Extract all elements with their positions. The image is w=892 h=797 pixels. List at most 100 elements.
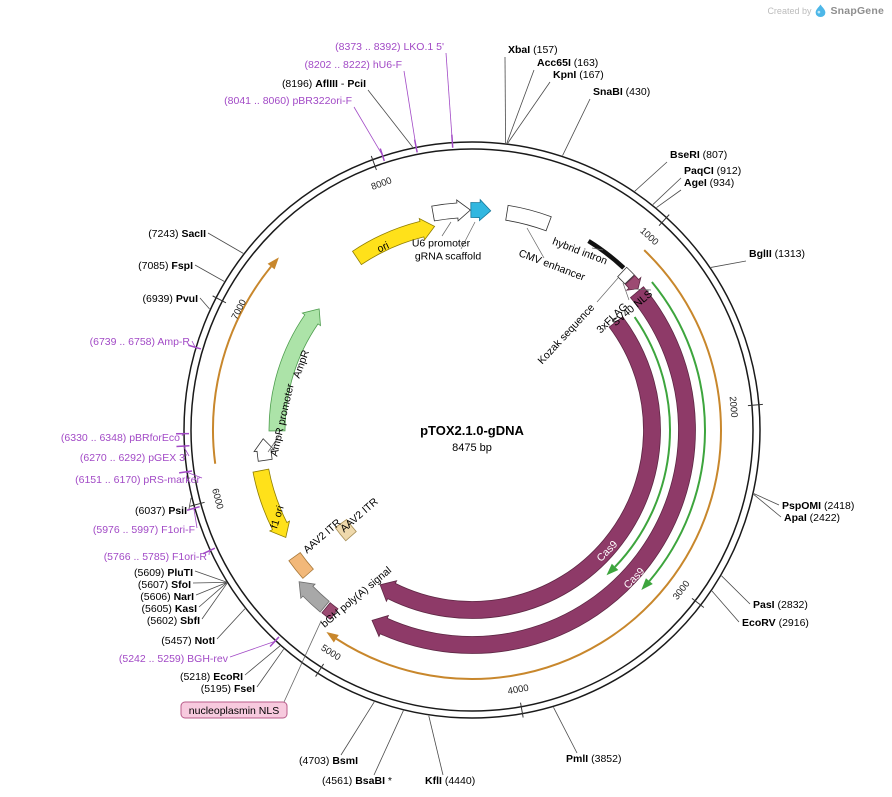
site-leader-pvui xyxy=(199,297,210,310)
site-label-agei[interactable]: AgeI (934) xyxy=(684,177,734,189)
site-label-pluti[interactable]: (5609) PluTI xyxy=(134,567,193,579)
site-label-f1ori-r[interactable]: (5766 .. 5785) F1ori-R xyxy=(104,551,208,563)
site-leader-noti xyxy=(216,608,246,640)
site-label-sacii[interactable]: (7243) SacII xyxy=(148,228,206,240)
site-leader-pspomi xyxy=(753,493,780,506)
feature-orf-orange-left[interactable] xyxy=(212,265,272,464)
primer-tick-6160[interactable] xyxy=(179,470,193,474)
feature-label-ori[interactable]: ori xyxy=(375,240,391,256)
site-label-amp-r[interactable]: (6739 .. 6758) Amp-R xyxy=(90,336,191,348)
site-leader-ecori xyxy=(244,645,281,676)
site-leader-fspi xyxy=(194,264,225,282)
site-label-pbr322ori-f[interactable]: (8041 .. 8060) pBR322ori-F xyxy=(224,95,352,107)
site-label-bsabi[interactable]: (4561) BsaBI * xyxy=(322,775,392,787)
feature-u6-promoter[interactable] xyxy=(431,199,472,222)
primer-tick-5986[interactable] xyxy=(186,505,200,511)
site-label-pspomi[interactable]: PspOMI (2418) xyxy=(782,500,854,512)
feature-flag-3x[interactable] xyxy=(617,266,635,285)
feature-hybrid-intron[interactable] xyxy=(587,239,626,270)
site-label-f1ori-f[interactable]: (5976 .. 5997) F1ori-F xyxy=(93,524,195,536)
scale-tick-1000 xyxy=(658,214,670,227)
feature-ori[interactable] xyxy=(351,217,436,266)
feature-label-kozak-sequence[interactable]: Kozak sequence xyxy=(536,302,598,367)
scale-label-2000: 2000 xyxy=(727,396,740,418)
site-label-pvui[interactable]: (6939) PvuI xyxy=(143,293,199,305)
site-label-snabi[interactable]: SnaBI (430) xyxy=(593,86,650,98)
site-label-kfli[interactable]: KflI (4440) xyxy=(425,775,475,787)
site-label-pbrforeco[interactable]: (6330 .. 6348) pBRforEco xyxy=(61,432,180,444)
primer-tick-5775[interactable] xyxy=(202,547,216,555)
plasmid-length: 8475 bp xyxy=(452,442,492,454)
site-label-noti[interactable]: (5457) NotI xyxy=(161,635,215,647)
feature-label-leader-3 xyxy=(591,247,604,251)
site-leader-apai xyxy=(753,494,782,518)
feature-label-leader-1 xyxy=(460,221,476,250)
watermark-created-by: Created by xyxy=(767,5,812,16)
site-label-fsei[interactable]: (5195) FseI xyxy=(201,683,255,695)
site-label-hu6-f[interactable]: (8202 .. 8222) hU6-F xyxy=(305,59,402,71)
site-label-ecorv[interactable]: EcoRV (2916) xyxy=(742,617,809,629)
site-leader-kfli xyxy=(428,715,444,776)
site-label-nari[interactable]: (5606) NarI xyxy=(140,591,194,603)
site-label-prs-marker[interactable]: (6151 .. 6170) pRS-marker xyxy=(75,474,200,486)
feature-label-aav2-itr-outer[interactable]: AAV2 ITR xyxy=(301,517,344,556)
site-label-bglii[interactable]: BglII (1313) xyxy=(749,248,805,260)
feature-orf-green-inner[interactable] xyxy=(614,316,671,568)
feature-label-leader-2 xyxy=(526,227,545,259)
site-label-bgh-rev[interactable]: (5242 .. 5259) BGH-rev xyxy=(119,653,229,665)
site-label-pmli[interactable]: PmlI (3852) xyxy=(566,753,621,765)
site-label-bsmi[interactable]: (4703) BsmI xyxy=(299,755,358,767)
site-label-acc65i[interactable]: Acc65I (163) xyxy=(537,57,598,69)
site-label-pgex-3[interactable]: (6270 .. 6292) pGEX 3' xyxy=(80,452,187,464)
site-leader-pasi xyxy=(721,575,751,605)
feature-orf-green-outer[interactable] xyxy=(648,281,706,582)
site-label-lko1-5[interactable]: (8373 .. 8392) LKO.1 5' xyxy=(335,41,444,53)
site-label-paqci[interactable]: PaqCI (912) xyxy=(684,165,741,177)
site-label-sbfi[interactable]: (5602) SbfI xyxy=(147,615,200,627)
feature-label-u6-promoter[interactable]: U6 promoter xyxy=(412,238,471,250)
feature-label-aav2-itr-inner[interactable]: AAV2 ITR xyxy=(338,496,381,535)
feature-label-leader-4 xyxy=(596,277,619,303)
feature-cas9-inner[interactable] xyxy=(379,316,661,619)
feature-bgh-polya[interactable] xyxy=(298,581,330,613)
site-leader-bsabi xyxy=(373,710,404,776)
feature-sv40-nls[interactable] xyxy=(624,274,642,291)
nucleoplasmin-nls-label-box[interactable] xyxy=(180,701,288,719)
site-label-xbai[interactable]: XbaI (157) xyxy=(508,44,558,56)
site-label-bseri[interactable]: BseRI (807) xyxy=(670,149,727,161)
feature-f1-ori[interactable] xyxy=(252,468,291,539)
feature-grna-scaffold[interactable] xyxy=(470,198,492,222)
site-label-ecori[interactable]: (5218) EcoRI xyxy=(180,671,243,683)
site-label-psii[interactable]: (6037) PsiI xyxy=(135,505,187,517)
feature-ampr[interactable] xyxy=(268,308,321,432)
feature-nucleoplasmin-nls[interactable] xyxy=(321,602,339,620)
scale-tick-5000 xyxy=(315,663,325,677)
feature-aav2-itr-inner[interactable] xyxy=(334,518,357,542)
feature-aav2-itr-outer[interactable] xyxy=(288,552,314,579)
snapgene-watermark: Created by SnapGene xyxy=(767,4,884,17)
site-label-kasi[interactable]: (5605) KasI xyxy=(142,603,198,615)
site-label-fspi[interactable]: (7085) FspI xyxy=(138,260,193,272)
site-label-sfoi[interactable]: (5607) SfoI xyxy=(138,579,191,591)
site-leader-sacii xyxy=(207,232,244,254)
feature-orf-orange-right[interactable] xyxy=(335,249,722,680)
feature-label-grna-scaffold[interactable]: gRNA scaffold xyxy=(415,251,482,263)
scale-tick-7000 xyxy=(212,295,227,304)
scale-tick-3000 xyxy=(691,597,705,608)
site-label-apai[interactable]: ApaI (2422) xyxy=(784,512,840,524)
site-label-afliii-pcii[interactable]: (8196) AflIII - PciI xyxy=(282,78,366,90)
feature-ampr-promoter[interactable] xyxy=(253,438,275,462)
feature-cmv-enhancer[interactable] xyxy=(505,204,552,232)
feature-cas9-outer[interactable] xyxy=(371,286,696,654)
site-leader-sbfi xyxy=(201,583,228,620)
site-leader-pbr322ori-f xyxy=(353,106,383,156)
site-leader-prs-marker xyxy=(185,471,203,479)
site-leader-snabi xyxy=(562,98,591,156)
primer-tick-6281[interactable] xyxy=(176,445,190,448)
scale-tick-6000 xyxy=(189,501,205,507)
site-label-pasi[interactable]: PasI (2832) xyxy=(753,599,808,611)
scale-tick-2000 xyxy=(747,403,763,407)
feature-label-leader-0 xyxy=(441,221,452,237)
site-label-kpni[interactable]: KpnI (167) xyxy=(553,69,604,81)
feature-orf-green-inner-arrowhead xyxy=(606,563,619,576)
